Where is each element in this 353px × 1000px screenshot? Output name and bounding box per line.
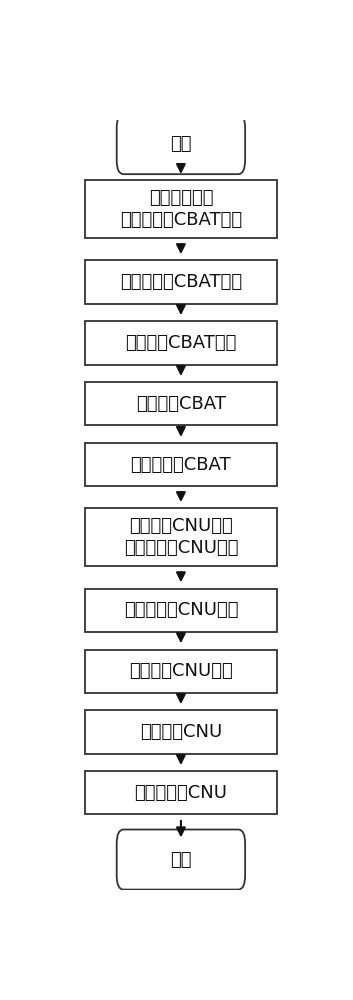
- Bar: [85, 710, 277, 754]
- Bar: [85, 321, 277, 365]
- Bar: [85, 589, 277, 632]
- Text: 获取离线CNU列表: 获取离线CNU列表: [129, 662, 233, 680]
- Text: 处理新上线CNU: 处理新上线CNU: [134, 784, 227, 802]
- Bar: [85, 260, 277, 304]
- Text: 获取新上线CBAT列表: 获取新上线CBAT列表: [120, 273, 242, 291]
- Bar: [85, 382, 277, 425]
- Text: 退出: 退出: [170, 851, 192, 869]
- Text: 处理新上线CBAT: 处理新上线CBAT: [131, 456, 231, 474]
- Bar: [85, 180, 277, 238]
- FancyBboxPatch shape: [117, 114, 245, 174]
- Bar: [85, 508, 277, 566]
- FancyBboxPatch shape: [117, 830, 245, 890]
- Bar: [85, 443, 277, 486]
- Text: 获取离线CBAT列表: 获取离线CBAT列表: [125, 334, 237, 352]
- Text: 实时更新CNU线程
，获取在线CNU列表: 实时更新CNU线程 ，获取在线CNU列表: [124, 517, 238, 557]
- Text: 开始: 开始: [170, 135, 192, 153]
- Text: 处理离线CNU: 处理离线CNU: [140, 723, 222, 741]
- Bar: [85, 650, 277, 693]
- Text: 处理离线CBAT: 处理离线CBAT: [136, 395, 226, 413]
- Text: 实时更新头端
，获取在线CBAT列表: 实时更新头端 ，获取在线CBAT列表: [120, 189, 242, 229]
- Bar: [85, 771, 277, 814]
- Text: 获取新上线CNU列表: 获取新上线CNU列表: [124, 601, 238, 619]
